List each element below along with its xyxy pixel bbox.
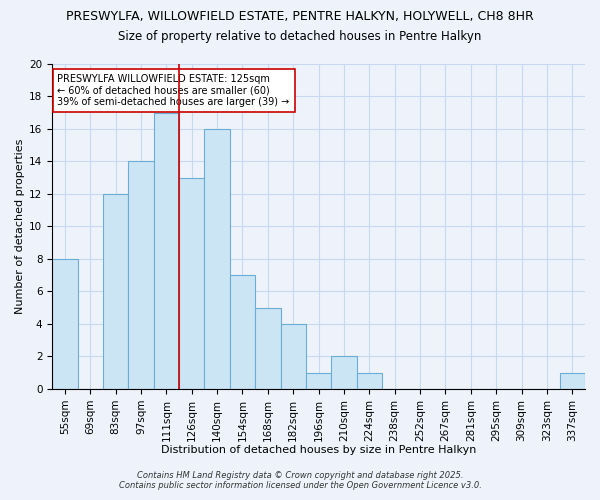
Bar bbox=[205, 129, 230, 389]
Y-axis label: Number of detached properties: Number of detached properties bbox=[15, 139, 25, 314]
Bar bbox=[306, 372, 331, 389]
Text: Size of property relative to detached houses in Pentre Halkyn: Size of property relative to detached ho… bbox=[118, 30, 482, 43]
Bar bbox=[103, 194, 128, 389]
Bar bbox=[52, 259, 77, 389]
Bar bbox=[230, 275, 255, 389]
Bar bbox=[128, 162, 154, 389]
Bar bbox=[154, 112, 179, 389]
X-axis label: Distribution of detached houses by size in Pentre Halkyn: Distribution of detached houses by size … bbox=[161, 445, 476, 455]
Bar bbox=[331, 356, 356, 389]
Bar bbox=[356, 372, 382, 389]
Bar bbox=[281, 324, 306, 389]
Text: PRESWYLFA, WILLOWFIELD ESTATE, PENTRE HALKYN, HOLYWELL, CH8 8HR: PRESWYLFA, WILLOWFIELD ESTATE, PENTRE HA… bbox=[66, 10, 534, 23]
Text: PRESWYLFA WILLOWFIELD ESTATE: 125sqm
← 60% of detached houses are smaller (60)
3: PRESWYLFA WILLOWFIELD ESTATE: 125sqm ← 6… bbox=[58, 74, 290, 107]
Bar bbox=[560, 372, 585, 389]
Text: Contains HM Land Registry data © Crown copyright and database right 2025.
Contai: Contains HM Land Registry data © Crown c… bbox=[119, 470, 481, 490]
Bar bbox=[255, 308, 281, 389]
Bar bbox=[179, 178, 205, 389]
